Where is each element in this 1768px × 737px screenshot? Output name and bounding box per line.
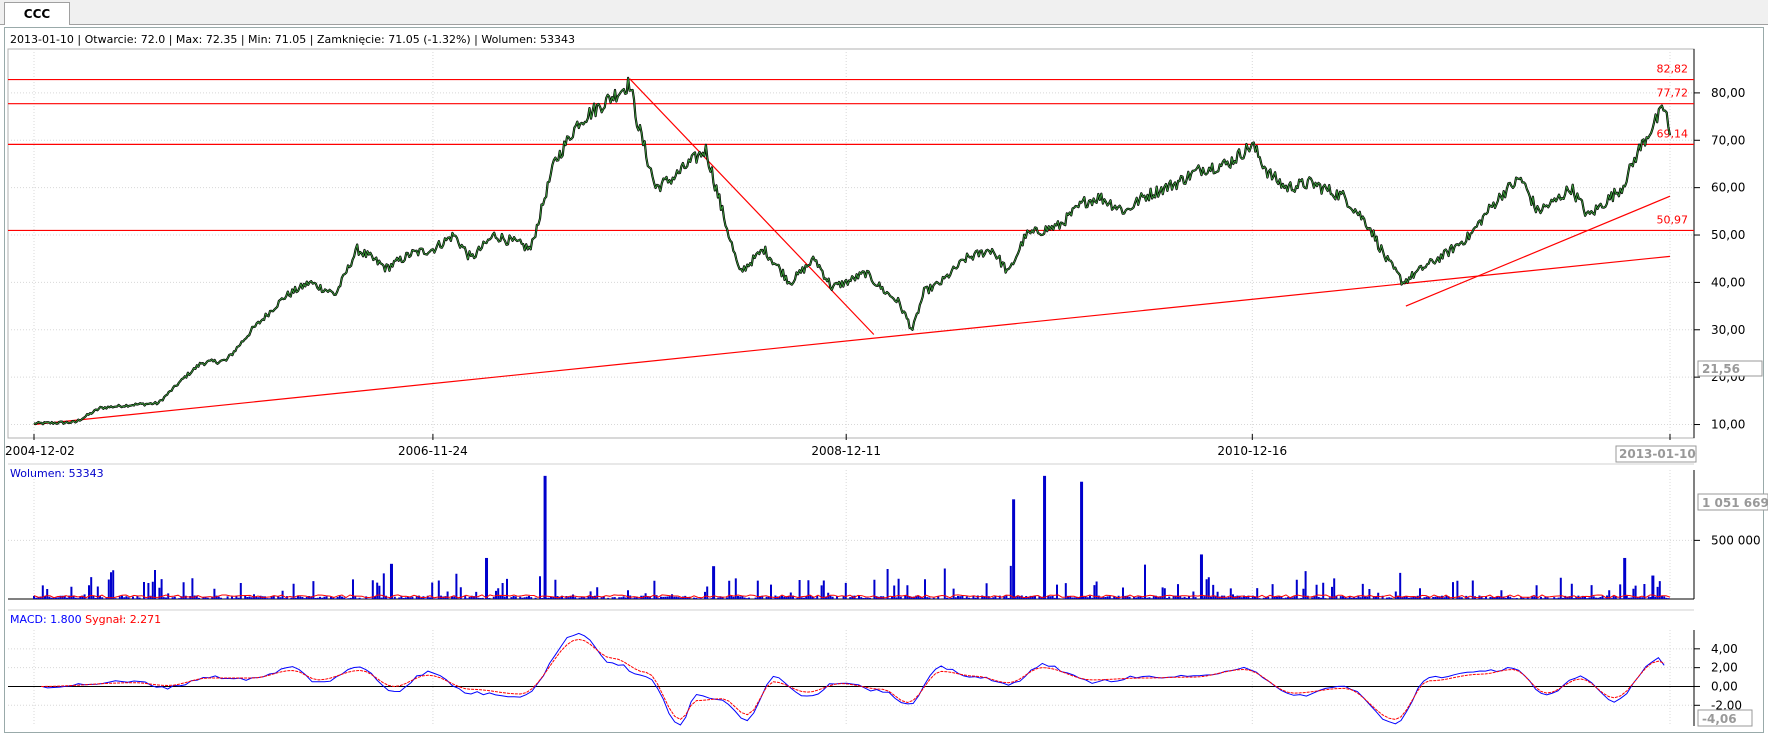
volume-bar-group <box>33 564 1670 599</box>
macd-series <box>41 632 1665 726</box>
macd-legend: MACD: 1.800 Sygnał: 2.271 <box>10 613 161 626</box>
x-tick-label: 2004-12-02 <box>5 444 75 458</box>
info-bar: 2013-01-10 | Otwarcie: 72.0 | Max: 72.35… <box>10 33 575 46</box>
info-volume: Wolumen: 53343 <box>481 33 575 46</box>
y-tick-label: 40,00 <box>1711 275 1745 289</box>
volume-grid <box>8 470 1694 600</box>
trend-line <box>1405 195 1671 307</box>
resistance-label: 69,14 <box>1657 127 1689 140</box>
macd-y-axis: 4,00 2,00 0,00 -2,00 <box>1693 630 1742 726</box>
info-max: Max: 72.35 <box>176 33 237 46</box>
price-grid <box>8 49 1694 434</box>
price-cursor-value-box <box>1697 360 1763 377</box>
y-tick-label: -2,00 <box>1711 698 1742 712</box>
volume-bar <box>1043 475 1047 599</box>
y-tick-label: 2,00 <box>1711 661 1738 675</box>
tab-bar: CCC <box>0 0 1768 25</box>
trend-lines <box>33 78 1671 426</box>
macd-cursor-value: -4,06 <box>1702 712 1737 726</box>
trend-line <box>33 255 1671 426</box>
price-line-shadow <box>33 76 1672 426</box>
volume-y-axis: 500 000 <box>1693 470 1761 599</box>
signal-line <box>41 638 1665 721</box>
y-tick-label: 10,00 <box>1711 418 1745 432</box>
x-tick-label: 2010-12-16 <box>1217 444 1287 458</box>
info-min: Min: 71.05 <box>248 33 306 46</box>
macd-cursor-box <box>1697 709 1753 727</box>
trend-line <box>629 78 875 335</box>
chart-frame <box>4 27 1764 733</box>
volume-cursor-box <box>1697 493 1768 511</box>
price-cursor-date: 2013-01-10 <box>1619 447 1696 461</box>
info-open: Otwarcie: 72.0 <box>85 33 166 46</box>
macd-grid <box>8 630 1694 726</box>
price-x-axis: 2004-12-02 2006-11-24 2008-12-11 2010-12-16 <box>5 434 1671 458</box>
volume-bar <box>485 557 489 599</box>
info-date: 2013-01-10 <box>10 33 74 46</box>
volume-bar <box>1651 575 1655 599</box>
volume-label: Wolumen: 53343 <box>10 467 104 480</box>
tab-ccc[interactable]: CCC <box>4 2 70 25</box>
volume-bar <box>1199 554 1203 599</box>
y-tick-label: 60,00 <box>1711 181 1745 195</box>
x-tick-label: 2006-11-24 <box>398 444 468 458</box>
macd-label: MACD: 1.800 <box>10 613 82 626</box>
volume-bar <box>1012 499 1016 599</box>
y-tick-label: 80,00 <box>1711 86 1745 100</box>
price-line <box>33 77 1671 425</box>
price-series <box>33 76 1672 426</box>
macd-line <box>41 632 1665 726</box>
price-panel-frame <box>7 48 1695 439</box>
volume-bar <box>543 475 547 599</box>
y-tick-label: 30,00 <box>1711 323 1745 337</box>
y-tick-label: 70,00 <box>1711 133 1745 147</box>
x-tick-label: 2008-12-11 <box>811 444 881 458</box>
resistance-label: 77,72 <box>1657 87 1689 100</box>
y-tick-label: 4,00 <box>1711 642 1738 656</box>
y-tick-label: 50,00 <box>1711 228 1745 242</box>
volume-bars <box>33 475 1671 599</box>
resistance-label: 82,82 <box>1657 63 1689 76</box>
y-tick-label: 0,00 <box>1711 679 1738 693</box>
price-cursor-date-box <box>1615 445 1697 463</box>
y-tick-label: 500 000 <box>1711 533 1761 547</box>
resistance-label: 50,97 <box>1657 213 1689 226</box>
volume-bar <box>712 566 716 599</box>
signal-label: Sygnał: 2.271 <box>85 613 161 626</box>
volume-bar <box>1623 557 1627 599</box>
info-close: Zamknięcie: 71.05 (-1.32%) <box>317 33 471 46</box>
volume-cursor-value: 1 051 669 <box>1702 496 1768 510</box>
price-cursor-value: 21,56 <box>1702 362 1740 376</box>
volume-moving-average <box>33 594 1671 599</box>
volume-bar <box>389 563 393 599</box>
volume-bar <box>1080 481 1084 599</box>
horizontal-lines: 82,82 77,72 69,14 50,97 <box>8 63 1694 232</box>
